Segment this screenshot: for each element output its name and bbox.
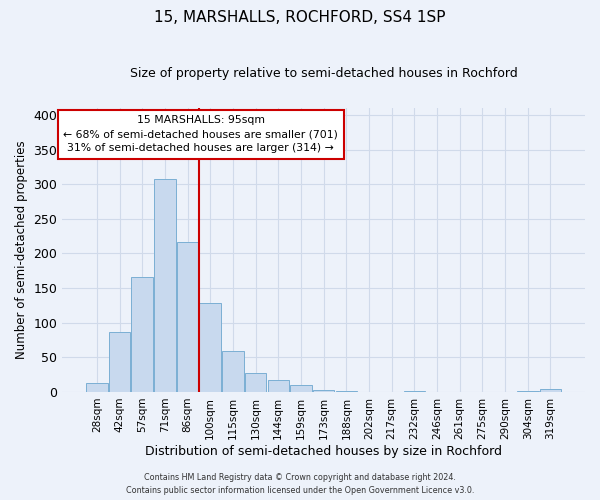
- Bar: [539, 389, 561, 392]
- Bar: [86, 383, 107, 392]
- X-axis label: Distribution of semi-detached houses by size in Rochford: Distribution of semi-detached houses by …: [145, 444, 502, 458]
- Bar: [245, 374, 266, 392]
- Bar: [154, 180, 176, 392]
- Bar: [109, 332, 130, 392]
- Text: 15, MARSHALLS, ROCHFORD, SS4 1SP: 15, MARSHALLS, ROCHFORD, SS4 1SP: [154, 10, 446, 25]
- Text: Contains HM Land Registry data © Crown copyright and database right 2024.
Contai: Contains HM Land Registry data © Crown c…: [126, 474, 474, 495]
- Bar: [404, 390, 425, 392]
- Bar: [131, 277, 153, 392]
- Bar: [313, 390, 334, 392]
- Bar: [177, 242, 199, 392]
- Bar: [268, 380, 289, 392]
- Y-axis label: Number of semi-detached properties: Number of semi-detached properties: [15, 140, 28, 360]
- Title: Size of property relative to semi-detached houses in Rochford: Size of property relative to semi-detach…: [130, 68, 518, 80]
- Bar: [222, 351, 244, 392]
- Text: 15 MARSHALLS: 95sqm
← 68% of semi-detached houses are smaller (701)
31% of semi-: 15 MARSHALLS: 95sqm ← 68% of semi-detach…: [64, 115, 338, 153]
- Bar: [199, 302, 221, 392]
- Bar: [290, 385, 312, 392]
